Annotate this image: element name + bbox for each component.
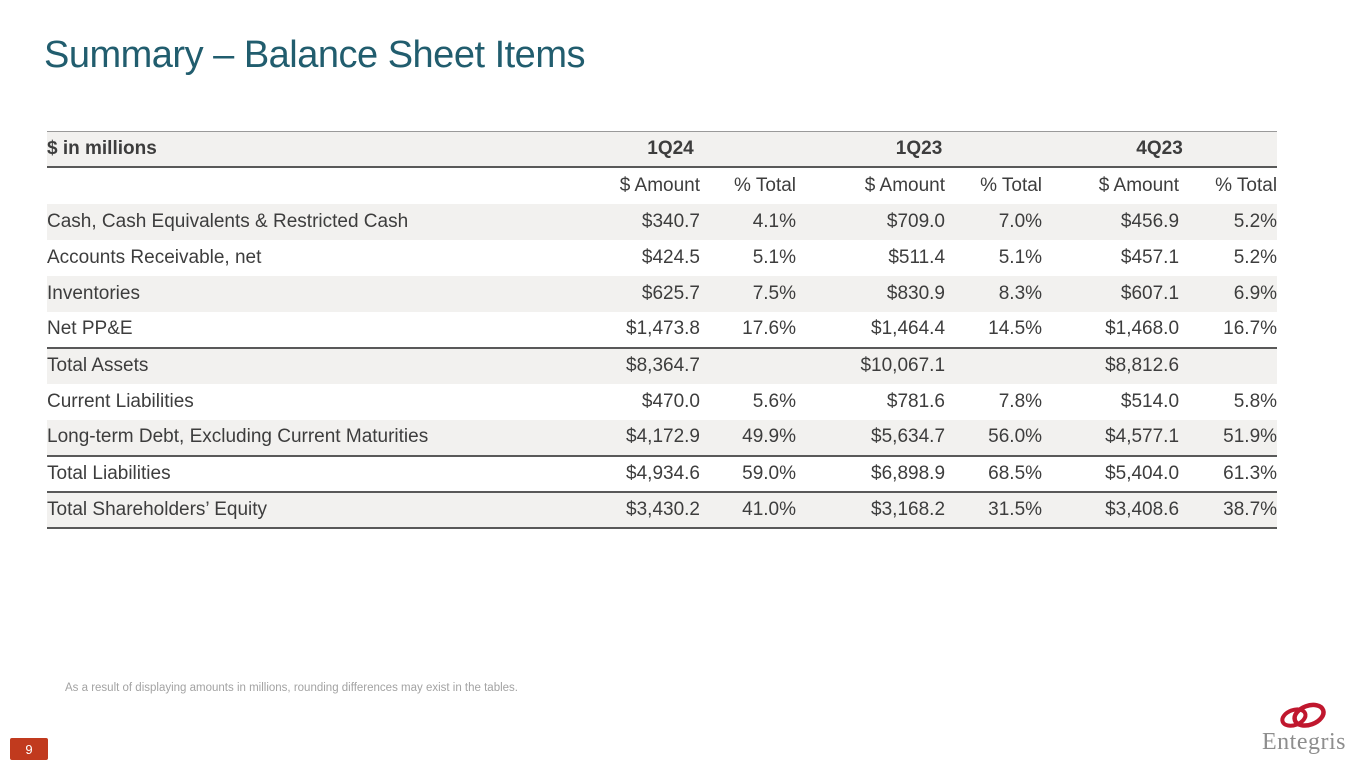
table-row-long-term-debt: Long-term Debt, Excluding Current Maturi… (47, 419, 1278, 456)
cell-amount: $10,067.1 (796, 346, 946, 384)
col-header-pct-4q23: % Total (1215, 174, 1278, 196)
cell-amount: $3,408.6 (1042, 490, 1180, 529)
cell-amount: $457.1 (1120, 246, 1180, 268)
cell-pct: 38.7% (1179, 490, 1278, 529)
page-number-badge: 9 (10, 738, 48, 760)
cell-pct: 51.9% (1223, 426, 1278, 447)
col-header-amount-4q23: $ Amount (1098, 174, 1180, 196)
cell-amount: $709.0 (886, 210, 946, 232)
table-subheader-row: $ Amount % Total $ Amount % Total $ Amou… (47, 166, 1278, 204)
cell-amount: $5,404.0 (1042, 454, 1180, 492)
page-number: 9 (25, 741, 33, 757)
cell-amount: $1,468.0 (1105, 318, 1180, 339)
cell-amount: $830.9 (886, 282, 946, 304)
quarter-header-1q24: 1Q24 (545, 131, 797, 168)
cell-amount: $8,812.6 (1042, 346, 1180, 384)
cell-pct: 7.0% (998, 210, 1043, 232)
cell-amount: $781.6 (886, 390, 946, 412)
col-header-amount-1q24: $ Amount (619, 174, 700, 196)
cell-pct: 5.8% (1233, 390, 1278, 412)
footnote: As a result of displaying amounts in mil… (65, 682, 518, 694)
cell-pct: 17.6% (742, 318, 797, 339)
table-row-net-ppe: Net PP&E $1,473.8 17.6% $1,464.4 14.5% $… (47, 312, 1277, 348)
cell-pct: 41.0% (700, 490, 797, 529)
table-header-row: $ in millions 1Q24 1Q23 4Q23 (47, 131, 1278, 168)
quarter-header-1q23: 1Q23 (796, 131, 1043, 168)
col-header-pct-1q24: % Total (734, 174, 797, 196)
entegris-logo-text: Entegris (1262, 729, 1346, 755)
cell-amount: $514.0 (1120, 390, 1180, 412)
row-label: Cash, Cash Equivalents & Restricted Cash (47, 210, 409, 232)
cell-pct: 5.2% (1233, 210, 1278, 232)
cell-amount: $625.7 (641, 282, 700, 304)
row-label: Accounts Receivable, net (47, 246, 262, 268)
cell-amount: $6,898.9 (796, 454, 946, 492)
cell-amount: $340.7 (641, 210, 700, 232)
row-label: Net PP&E (47, 318, 133, 339)
col-header-pct-1q23: % Total (980, 174, 1043, 196)
table-row-total-liabilities: Total Liabilities $4,934.6 59.0% $6,898.… (47, 454, 1278, 492)
cell-amount: $424.5 (641, 246, 700, 268)
cell-pct: 59.0% (700, 454, 797, 492)
cell-pct (700, 346, 797, 384)
cell-amount: $4,577.1 (1105, 426, 1180, 447)
entegris-rings-icon (1280, 702, 1326, 728)
table-row-accounts-receivable: Accounts Receivable, net $424.5 5.1% $51… (47, 240, 1277, 276)
cell-pct: 4.1% (752, 210, 797, 232)
cell-pct: 5.6% (752, 390, 797, 412)
cell-amount: $3,430.2 (545, 490, 700, 529)
cell-pct: 6.9% (1233, 282, 1278, 304)
row-label: Current Liabilities (47, 390, 194, 412)
row-label: Total Shareholders’ Equity (47, 490, 545, 529)
cell-amount: $470.0 (641, 390, 700, 412)
cell-pct: 7.8% (998, 390, 1043, 412)
slide-title: Summary – Balance Sheet Items (44, 34, 585, 76)
cell-pct (1179, 346, 1278, 384)
cell-pct: 7.5% (752, 282, 797, 304)
units-label: $ in millions (47, 131, 545, 168)
cell-pct: 5.2% (1233, 246, 1278, 268)
table-row-total-assets: Total Assets $8,364.7 $10,067.1 $8,812.6 (47, 346, 1278, 384)
cell-amount: $1,473.8 (626, 318, 700, 339)
col-header-amount-1q23: $ Amount (864, 174, 946, 196)
cell-amount: $4,172.9 (626, 426, 700, 447)
cell-pct: 14.5% (988, 318, 1043, 339)
table-row-total-shareholders-equity: Total Shareholders’ Equity $3,430.2 41.0… (47, 490, 1278, 529)
cell-pct: 49.9% (742, 426, 797, 447)
cell-amount: $8,364.7 (545, 346, 700, 384)
table-row-inventories: Inventories $625.7 7.5% $830.9 8.3% $607… (47, 275, 1278, 312)
cell-pct: 5.1% (752, 246, 797, 268)
cell-pct: 31.5% (945, 490, 1043, 529)
table-row-cash: Cash, Cash Equivalents & Restricted Cash… (47, 203, 1278, 240)
row-label: Total Liabilities (47, 454, 545, 492)
quarter-header-4q23: 4Q23 (1042, 131, 1278, 168)
table-row-current-liabilities: Current Liabilities $470.0 5.6% $781.6 7… (47, 384, 1277, 420)
cell-amount: $1,464.4 (871, 318, 946, 339)
cell-amount: $5,634.7 (871, 426, 946, 447)
row-label: Long-term Debt, Excluding Current Maturi… (47, 426, 429, 447)
row-label: Total Assets (47, 346, 545, 384)
cell-pct: 16.7% (1223, 318, 1278, 339)
cell-pct: 61.3% (1179, 454, 1278, 492)
cell-amount: $3,168.2 (796, 490, 946, 529)
cell-pct: 8.3% (998, 282, 1043, 304)
cell-pct: 68.5% (945, 454, 1043, 492)
cell-amount: $607.1 (1120, 282, 1180, 304)
cell-pct: 56.0% (988, 426, 1043, 447)
balance-sheet-table: $ in millions 1Q24 1Q23 4Q23 $ Amount % … (47, 131, 1278, 529)
row-label: Inventories (47, 282, 140, 304)
cell-pct: 5.1% (998, 246, 1043, 268)
entegris-logo: Entegris (1250, 701, 1358, 754)
cell-amount: $4,934.6 (545, 454, 700, 492)
cell-amount: $511.4 (888, 246, 946, 268)
empty-cell (47, 167, 545, 204)
cell-pct (945, 346, 1043, 384)
cell-amount: $456.9 (1120, 210, 1180, 232)
